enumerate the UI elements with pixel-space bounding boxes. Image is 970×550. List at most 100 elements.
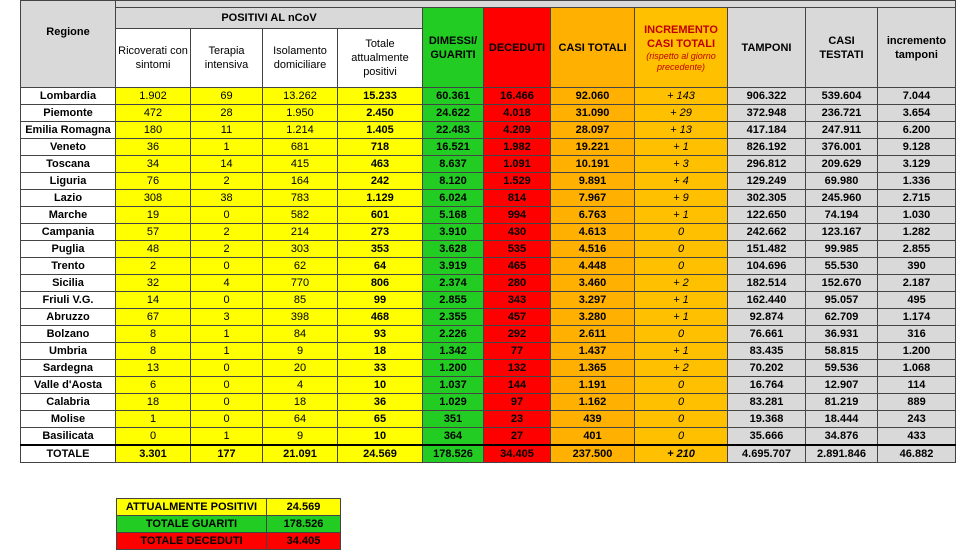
table-cell: 2.374 — [422, 274, 484, 292]
table-cell: 783 — [262, 189, 338, 207]
table-cell: 1.950 — [262, 104, 338, 122]
table-cell: 14 — [115, 291, 191, 309]
table-cell: 57 — [115, 223, 191, 241]
table-cell: 243 — [876, 410, 957, 428]
table-cell: 0 — [190, 393, 263, 411]
table-row: Campania 57 2 214 273 3.910 430 4.613 0 242.662 12… — [20, 223, 957, 241]
table-cell: 18 — [262, 393, 338, 411]
header-cell: DECEDUTI — [483, 7, 551, 88]
table-cell: 9.128 — [876, 138, 957, 156]
table-row: Puglia 48 2 303 353 3.628 535 4.516 0 151.482 99.9… — [20, 240, 957, 258]
table-cell: 15.233 — [337, 87, 423, 105]
table-cell: 0 — [190, 291, 263, 309]
table-cell: 99 — [337, 291, 423, 309]
data-table: Regione POSITIVI AL nCoV DIMESSI/ GUARITI D… — [20, 0, 957, 463]
table-cell: 2.611 — [550, 325, 635, 343]
table-cell: 2.855 — [876, 240, 957, 258]
table-cell: + 1 — [634, 206, 728, 224]
table-cell: 308 — [115, 189, 191, 207]
table-row: Umbria 8 1 9 18 1.342 77 1.437 + 1 83.435 58.815 1.… — [20, 342, 957, 360]
table-cell: 95.057 — [805, 291, 878, 309]
table-cell: 34 — [115, 155, 191, 173]
table-row: Molise 1 0 64 65 351 23 439 0 19.368 18.444 243 — [20, 410, 957, 428]
table-cell: 13.262 — [262, 87, 338, 105]
table-cell: 92.060 — [550, 87, 635, 105]
table-cell: 303 — [262, 240, 338, 258]
table-cell: 36 — [115, 138, 191, 156]
table-cell: 76 — [115, 172, 191, 190]
table-cell: 209.629 — [805, 155, 878, 173]
table-cell: 0 — [634, 223, 728, 241]
table-cell: + 29 — [634, 104, 728, 122]
table-cell: 296.812 — [727, 155, 806, 173]
table-cell: 9 — [262, 427, 338, 446]
table-cell: 92.874 — [727, 308, 806, 326]
table-cell: + 13 — [634, 121, 728, 139]
table-cell: Lombardia — [20, 87, 116, 105]
table-cell: 81.219 — [805, 393, 878, 411]
table-cell: 292 — [483, 325, 551, 343]
table-cell: 48 — [115, 240, 191, 258]
table-cell: 6.024 — [422, 189, 484, 207]
table-cell: 1.129 — [337, 189, 423, 207]
table-cell: 19.221 — [550, 138, 635, 156]
table-cell: + 4 — [634, 172, 728, 190]
group-header: POSITIVI AL nCoV — [115, 7, 423, 29]
table-cell: 11 — [190, 121, 263, 139]
table-cell: 19.368 — [727, 410, 806, 428]
table-cell: 151.482 — [727, 240, 806, 258]
table-cell: 3.297 — [550, 291, 635, 309]
table-row: Piemonte 472 28 1.950 2.450 24.622 4.018 31.090… — [20, 104, 957, 122]
table-cell: 398 — [262, 308, 338, 326]
table-cell: 13 — [115, 359, 191, 377]
table-row: Sicilia 32 4 770 806 2.374 280 3.460 + 2 182.514 1… — [20, 274, 957, 292]
table-cell: 2 — [190, 240, 263, 258]
table-cell: 1 — [190, 427, 263, 446]
table-cell: 0 — [634, 325, 728, 343]
summary-row: TOTALE DECEDUTI 34.405 — [116, 532, 341, 550]
table-cell: 0 — [634, 393, 728, 411]
table-cell: 770 — [262, 274, 338, 292]
table-cell: 6 — [115, 376, 191, 394]
table-cell: Sardegna — [20, 359, 116, 377]
table-cell: 535 — [483, 240, 551, 258]
table-cell: TOTALE — [20, 444, 116, 463]
table-cell: 70.202 — [727, 359, 806, 377]
table-cell: 582 — [262, 206, 338, 224]
table-cell: 273 — [337, 223, 423, 241]
table-cell: 376.001 — [805, 138, 878, 156]
table-cell: 5.168 — [422, 206, 484, 224]
table-cell: 1.405 — [337, 121, 423, 139]
table-cell: 1 — [190, 325, 263, 343]
table-cell: 814 — [483, 189, 551, 207]
table-row: Emilia Romagna 180 11 1.214 1.405 22.483 4.209… — [20, 121, 957, 139]
table-cell: 0 — [634, 257, 728, 275]
table-cell: 718 — [337, 138, 423, 156]
table-cell: 12.907 — [805, 376, 878, 394]
table-cell: 14 — [190, 155, 263, 173]
table-cell: 1 — [115, 410, 191, 428]
table-cell: 34.876 — [805, 427, 878, 446]
table-cell: 83.435 — [727, 342, 806, 360]
table-cell: 6.763 — [550, 206, 635, 224]
table-cell: 415 — [262, 155, 338, 173]
table-cell: 7.967 — [550, 189, 635, 207]
table-cell: 8 — [115, 342, 191, 360]
table-cell: 9.891 — [550, 172, 635, 190]
table-cell: 20 — [262, 359, 338, 377]
table-cell: 4.209 — [483, 121, 551, 139]
table-cell: 1.200 — [876, 342, 957, 360]
table-cell: 1.342 — [422, 342, 484, 360]
table-cell: 24.569 — [337, 444, 423, 463]
table-cell: 152.670 — [805, 274, 878, 292]
table-cell: 10 — [337, 376, 423, 394]
table-cell: 132 — [483, 359, 551, 377]
table-cell: 16.764 — [727, 376, 806, 394]
table-cell: 7.044 — [876, 87, 957, 105]
table-cell: 114 — [876, 376, 957, 394]
table-cell: 178.526 — [422, 444, 484, 463]
table-cell: 343 — [483, 291, 551, 309]
table-cell: 1.191 — [550, 376, 635, 394]
table-cell: 0 — [190, 359, 263, 377]
table-cell: 84 — [262, 325, 338, 343]
